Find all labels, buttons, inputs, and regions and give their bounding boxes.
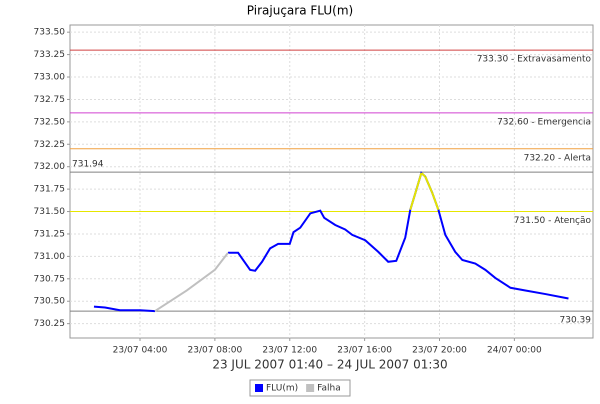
highlight-segment [424,176,434,194]
highlight-segment [415,172,423,191]
y-tick-label: 730.50 [34,297,66,307]
y-tick-label: 732.00 [34,162,66,172]
x-tick-label: 23/07 08:00 [188,346,243,356]
y-tick-label: 730.75 [34,274,66,284]
y-tick-label: 731.00 [34,252,66,262]
y-tick-label: 732.75 [34,95,66,105]
highlight-segment [431,192,440,211]
highlight-segment [420,172,426,178]
legend-swatch [306,384,315,392]
threshold-label: 731.50 - Atenção [514,216,592,226]
plot-frame [69,24,594,339]
legend-label: FLU(m) [266,384,298,394]
threshold-label: 730.39 [560,316,592,326]
y-tick-label: 733.50 [34,28,66,38]
x-tick-label: 23/07 16:00 [337,346,392,356]
threshold-label: 733.30 - Extravasamento [477,55,592,65]
threshold-label: 732.20 - Alerta [524,153,591,163]
x-tick-label: 23/07 20:00 [412,346,467,356]
highlight-segment [409,189,418,211]
x-tick-label: 23/07 04:00 [113,346,168,356]
x-tick-label: 24/07 00:00 [487,346,542,356]
y-tick-label: 730.25 [34,319,66,329]
series-line [154,252,229,312]
series-line [93,171,569,313]
y-tick-label: 731.75 [34,185,66,195]
chart-title: Pirajuçara FLU(m) [247,4,353,18]
threshold-label: 731.94 [72,160,104,170]
legend-swatch [255,384,263,392]
y-tick-label: 732.25 [34,140,66,150]
x-axis-label: 23 JUL 2007 01:40 – 24 JUL 2007 01:30 [212,358,447,372]
y-tick-label: 733.25 [34,50,66,60]
threshold-label: 732.60 - Emergencia [497,117,591,127]
y-tick-label: 731.25 [34,229,66,239]
y-tick-label: 731.50 [34,207,66,217]
x-tick-label: 23/07 12:00 [262,346,317,356]
legend-box [249,379,351,397]
legend-label: Falha [317,384,341,394]
y-tick-label: 732.50 [34,117,66,127]
y-tick-label: 733.00 [34,73,66,83]
